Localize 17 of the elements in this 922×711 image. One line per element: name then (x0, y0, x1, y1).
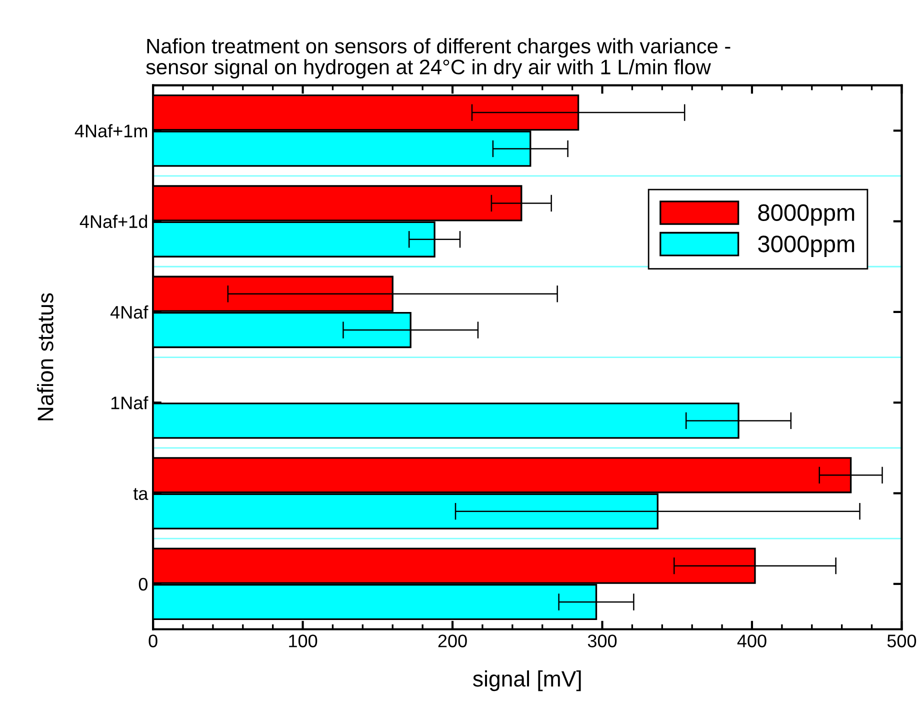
y-axis-title: Nafion status (37, 293, 54, 420)
x-tick-label: 300 (588, 634, 617, 648)
x-tick-label: 100 (289, 634, 318, 648)
x-tick-label: 0 (148, 634, 158, 648)
chart-title: Nafion treatment on sensors of different charges with variance - sensor signal on hydrogen at 24°C in dry air with 1 L/min flow (146, 38, 730, 79)
x-tick-label: 200 (438, 634, 467, 648)
x-tick-label: 500 (887, 634, 916, 648)
x-tick-label: 400 (737, 634, 766, 648)
legend-label: 8000ppm (758, 204, 854, 226)
y-tick-label: 1Naf (111, 396, 148, 410)
y-tick-label: ta (133, 488, 148, 500)
y-tick-label: 0 (138, 578, 148, 591)
y-tick-label: 4Naf+1d (80, 214, 148, 228)
x-axis-title: signal [mV] (473, 670, 581, 692)
y-tick-label: 4Naf+1m (74, 124, 147, 138)
y-tick-label: 4Naf (110, 305, 148, 319)
legend-label: 3000ppm (758, 236, 854, 257)
